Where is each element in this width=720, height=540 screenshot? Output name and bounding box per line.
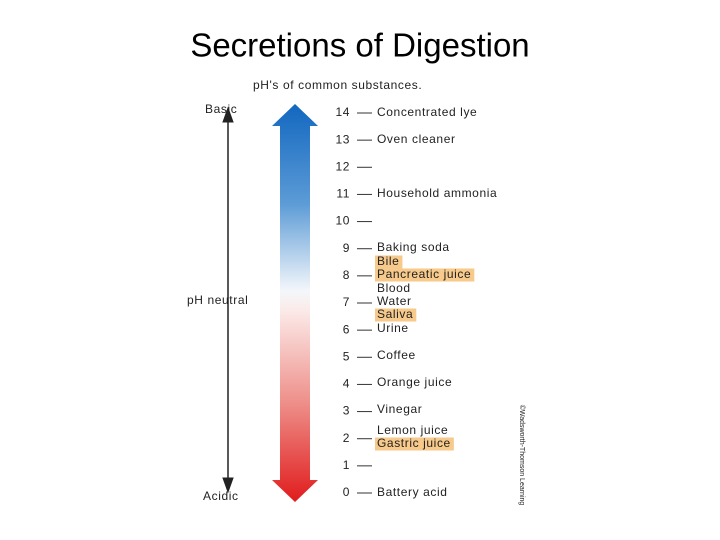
title: Secretions of Digestion [190,27,529,64]
scale-number: 5 [343,349,350,363]
substance-label: Household ammonia [377,186,497,200]
substance-label: Oven cleaner [377,132,456,146]
acidic-label: Acidic [203,489,239,503]
scale-number: 12 [335,159,350,173]
scale-number: 11 [336,187,350,201]
credit: ©Wadsworth-Thomson Learning [518,405,526,506]
scale-number: 7 [343,295,350,309]
scale-number: 8 [343,268,350,282]
scale-number: 10 [335,214,350,228]
highlight [375,268,475,282]
scale-number: 3 [343,404,350,418]
scale-number: 1 [343,458,350,472]
scale-number: 6 [343,322,350,336]
substance-label: Vinegar [377,402,422,416]
highlight [375,437,454,451]
scale-number: 0 [343,485,350,499]
substance-label: Lemon juice [377,423,448,437]
substance-label: Concentrated lye [377,105,477,119]
highlight [375,255,403,269]
scale-number: 4 [343,377,350,391]
substance-label: Urine [377,321,409,335]
substance-label: Baking soda [377,240,450,254]
substance-label: Blood [377,281,411,295]
substance-label: Orange juice [377,375,452,389]
neutral-label: pH neutral [187,293,248,307]
substance-label: Saliva [377,307,413,321]
scale-number: 14 [335,105,350,119]
substance-label: Pancreatic juice [377,267,471,281]
scale-number: 9 [343,241,350,255]
substance-label: Water [377,294,412,308]
scale-number: 2 [343,431,350,445]
substance-label: Gastric juice [377,436,451,450]
substance-label: Battery acid [377,485,448,499]
scale-number: 13 [335,132,350,146]
substance-label: Coffee [377,348,416,362]
figure-heading: pH's of common substances. [253,78,422,92]
basic-label: Basic [205,102,237,116]
double-arrow [222,106,234,494]
ph-gradient-arrow [272,104,318,502]
substance-label: Bile [377,254,399,268]
highlight [375,308,417,322]
